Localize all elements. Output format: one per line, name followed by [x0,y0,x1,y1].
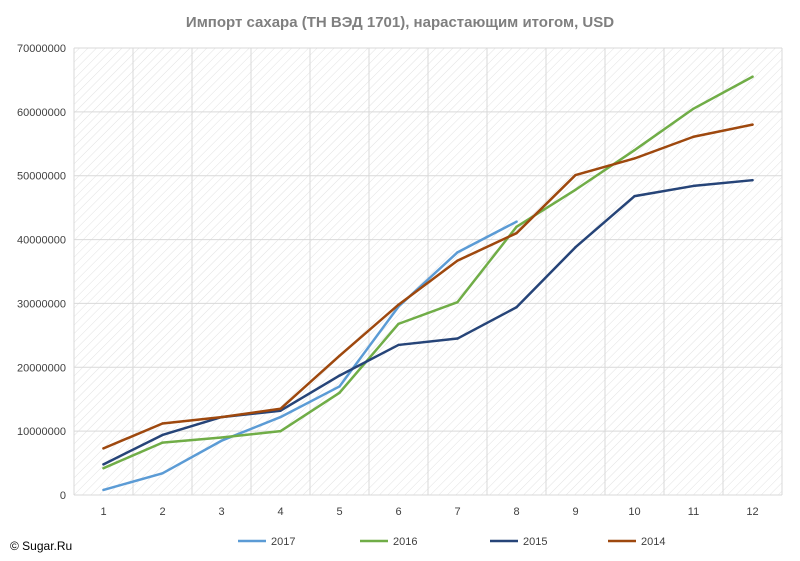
data-point-2014 [515,231,518,235]
data-point-2015 [574,246,577,249]
data-point-2016 [515,225,518,228]
x-tick-label: 9 [572,506,578,518]
x-tick-label: 3 [218,506,224,518]
data-point-2016 [338,391,341,395]
data-point-2014 [279,407,282,410]
data-point-2017 [456,251,459,254]
chart-title: Импорт сахара (ТН ВЭД 1701), нарастающим… [186,14,614,31]
x-tick-label: 4 [277,506,283,518]
y-tick-label: 40000000 [17,235,66,247]
x-tick-label: 12 [746,506,758,518]
legend-item-2014: 2014 [608,536,665,548]
y-tick-label: 20000000 [17,362,66,374]
plot-area: 0 10000000 20000000 30000000 40000000 5000000… [17,43,783,518]
data-point-2016 [102,466,105,470]
data-point-2015 [633,194,636,198]
legend-label: 2015 [523,536,547,548]
data-point-2015 [397,343,400,347]
data-point-2014 [161,422,164,425]
data-point-2014 [220,415,223,419]
data-point-2014 [397,303,400,306]
y-tick-label: 10000000 [17,426,66,438]
data-point-2014 [456,259,459,262]
legend-item-2015: 2015 [490,536,547,548]
data-point-2017 [338,385,341,388]
data-point-2015 [338,374,341,377]
y-tick-label: 50000000 [17,171,66,183]
legend: 2017 2016 2015 2014 [238,536,665,548]
x-tick-label: 2 [159,506,165,518]
y-tick-label: 70000000 [17,43,66,55]
series-line-2017 [102,220,518,492]
legend-label: 2016 [393,536,417,548]
data-point-2016 [633,148,636,152]
data-point-2014 [338,354,341,357]
x-tick-label: 5 [336,506,342,518]
data-point-2015 [102,463,105,466]
data-point-2016 [692,107,695,110]
series-line-2016 [102,75,754,470]
data-point-2016 [161,441,164,444]
x-tick-label: 6 [395,506,401,518]
data-point-2017 [102,488,105,492]
data-point-2014 [751,123,754,126]
y-tick-label: 0 [60,490,66,502]
legend-item-2017: 2017 [238,536,295,548]
data-point-2016 [279,429,282,433]
x-tick-label: 11 [688,506,699,518]
legend-label: 2014 [641,536,665,548]
x-tick-label: 10 [628,506,640,518]
x-tick-label: 1 [100,506,106,518]
data-point-2017 [161,472,164,475]
data-point-2016 [456,300,459,304]
legend-item-2016: 2016 [360,536,417,548]
data-point-2014 [574,173,577,177]
series-line-2014 [102,123,754,450]
data-point-2014 [633,157,636,160]
x-tick-label: 7 [454,506,460,518]
data-point-2017 [515,220,518,223]
data-point-2014 [692,135,695,138]
data-point-2014 [102,447,105,450]
data-point-2017 [220,439,223,442]
data-point-2015 [456,337,459,340]
data-point-2016 [574,188,577,191]
data-point-2015 [161,433,164,437]
x-tick-label: 8 [513,506,519,518]
data-point-2015 [692,184,695,188]
data-point-2015 [515,306,518,309]
y-tick-label: 60000000 [17,107,66,119]
data-point-2016 [751,75,754,78]
data-point-2016 [397,322,400,326]
legend-label: 2017 [271,536,295,548]
copyright-text: © Sugar.Ru [10,539,72,553]
series-line-2015 [102,178,754,466]
data-point-2015 [751,178,754,182]
data-point-2016 [220,436,223,439]
data-point-2017 [279,415,282,419]
y-tick-label: 30000000 [17,298,66,310]
